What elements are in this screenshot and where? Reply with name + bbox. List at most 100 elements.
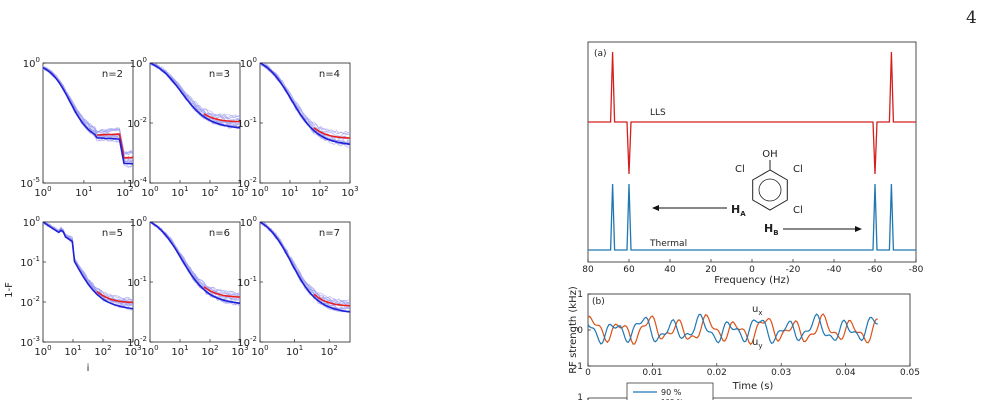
panel-a-frame	[587, 41, 917, 263]
x-tick-label: 0.01	[642, 368, 662, 378]
ux-label: ux	[752, 304, 763, 317]
thermal-label: Thermal	[649, 239, 687, 249]
legend-box	[626, 382, 714, 400]
ha-label: HA	[731, 203, 746, 218]
x-tick-label: 100	[141, 344, 158, 358]
mean-line	[150, 222, 240, 304]
x-tick-label: 103	[231, 185, 248, 199]
x-tick-label: -40	[827, 265, 842, 275]
x-tick-label: 0.02	[707, 368, 727, 378]
mean-line	[43, 66, 133, 165]
trace-line	[260, 63, 350, 134]
x-tick-label: 103	[341, 185, 358, 199]
panel-label: n=7	[319, 228, 340, 239]
x-tick-label: 102	[201, 344, 218, 358]
y-tick-label: -1	[574, 362, 583, 372]
y-tick-label: 100	[240, 56, 257, 70]
panel-plot	[260, 63, 350, 148]
trace-line	[43, 222, 133, 301]
converged-line	[96, 133, 133, 159]
panel-plot	[150, 222, 240, 308]
y-tick-label: 10-3	[20, 335, 40, 349]
benzene-ring	[752, 169, 788, 211]
left-xlabel: i	[87, 363, 90, 374]
ux-waveform	[587, 313, 878, 345]
y-tick-label: 10-1	[20, 255, 40, 269]
x-tick-label: 0.05	[900, 368, 920, 378]
molecule: OH Cl Cl Cl HA HB	[652, 149, 862, 237]
cl-label: Cl	[735, 164, 745, 175]
right-figure: (a) LLS Thermal OH Cl Cl Cl HA HB 80 60 40 20 0 -20 -40…	[568, 41, 924, 400]
x-tick-label: 0	[585, 368, 591, 378]
y-tick-label: 10-1	[237, 116, 257, 130]
mean-line	[43, 222, 133, 310]
x-tick-label: 101	[281, 185, 298, 199]
aromatic-circle	[758, 178, 782, 202]
panel-label: n=6	[209, 228, 230, 239]
uy-waveform	[587, 313, 878, 346]
panel-c: 1 90 %100 %	[577, 382, 912, 400]
y-tick-label: 100	[240, 215, 257, 229]
x-tick-label: 101	[75, 185, 92, 199]
y-tick-label: 0	[577, 326, 583, 336]
trace-line	[43, 66, 133, 154]
y-tick-label: 10-2	[237, 335, 257, 349]
panel-plot	[260, 222, 350, 313]
converged-line	[203, 113, 240, 123]
uy-label: uy	[752, 337, 763, 350]
y-tick-label: 10-4	[127, 176, 147, 190]
x-tick-label: 102	[94, 344, 111, 358]
y-tick-label: 10-5	[20, 176, 40, 190]
x-tick-label: 100	[251, 344, 268, 358]
y-tick-label: 10-2	[20, 295, 40, 309]
panel-plot	[150, 63, 240, 130]
x-tick-label: 40	[664, 265, 676, 275]
x-tick-label: -80	[909, 265, 924, 275]
x-tick-label: 0.03	[771, 368, 791, 378]
x-tick-label: 60	[623, 265, 635, 275]
y-tick-label: 10-2	[127, 116, 147, 130]
converged-line	[96, 290, 133, 304]
x-tick-label: 103	[231, 344, 248, 358]
panel-frame	[259, 62, 351, 184]
panel-plot	[43, 65, 133, 168]
x-tick-label: 100	[34, 185, 51, 199]
panel-plot	[43, 222, 133, 311]
y-tick-label: 10-2	[237, 176, 257, 190]
y-tick-label: 100	[130, 56, 147, 70]
panel-b-ylabel: RF strength (kHz)	[568, 286, 579, 374]
cl-label: Cl	[793, 164, 803, 175]
converged-line	[203, 286, 240, 298]
x-tick-label: 101	[64, 344, 81, 358]
y-tick-label: 100	[130, 215, 147, 229]
mean-line	[260, 63, 350, 145]
x-tick-label: -60	[868, 265, 883, 275]
x-tick-label: 100	[251, 185, 268, 199]
cl-label: Cl	[793, 205, 803, 216]
panel-label: n=3	[209, 69, 230, 80]
lls-spectrum	[588, 51, 916, 175]
x-tick-label: 0	[749, 265, 755, 275]
panel-a: (a) LLS Thermal OH Cl Cl Cl HA HB 80 60 40 20 0 -20 -40…	[582, 41, 924, 286]
x-tick-label: 20	[705, 265, 717, 275]
x-tick-label: 102	[116, 185, 133, 199]
arrowhead	[855, 226, 862, 232]
x-tick-label: 101	[171, 185, 188, 199]
legend-label-100: 100 %	[661, 398, 684, 400]
hb-label: HB	[764, 222, 779, 237]
x-tick-label: 102	[311, 185, 328, 199]
panel-a-xlabel: Frequency (Hz)	[714, 275, 790, 286]
arrowhead	[652, 205, 659, 211]
y-tick-label: 100	[23, 56, 40, 70]
x-tick-label: 100	[141, 185, 158, 199]
x-tick-label: 103	[124, 344, 141, 358]
trace-line	[150, 63, 240, 121]
left-ylabel: 1-F	[4, 282, 15, 298]
panel-label: n=2	[102, 69, 123, 80]
